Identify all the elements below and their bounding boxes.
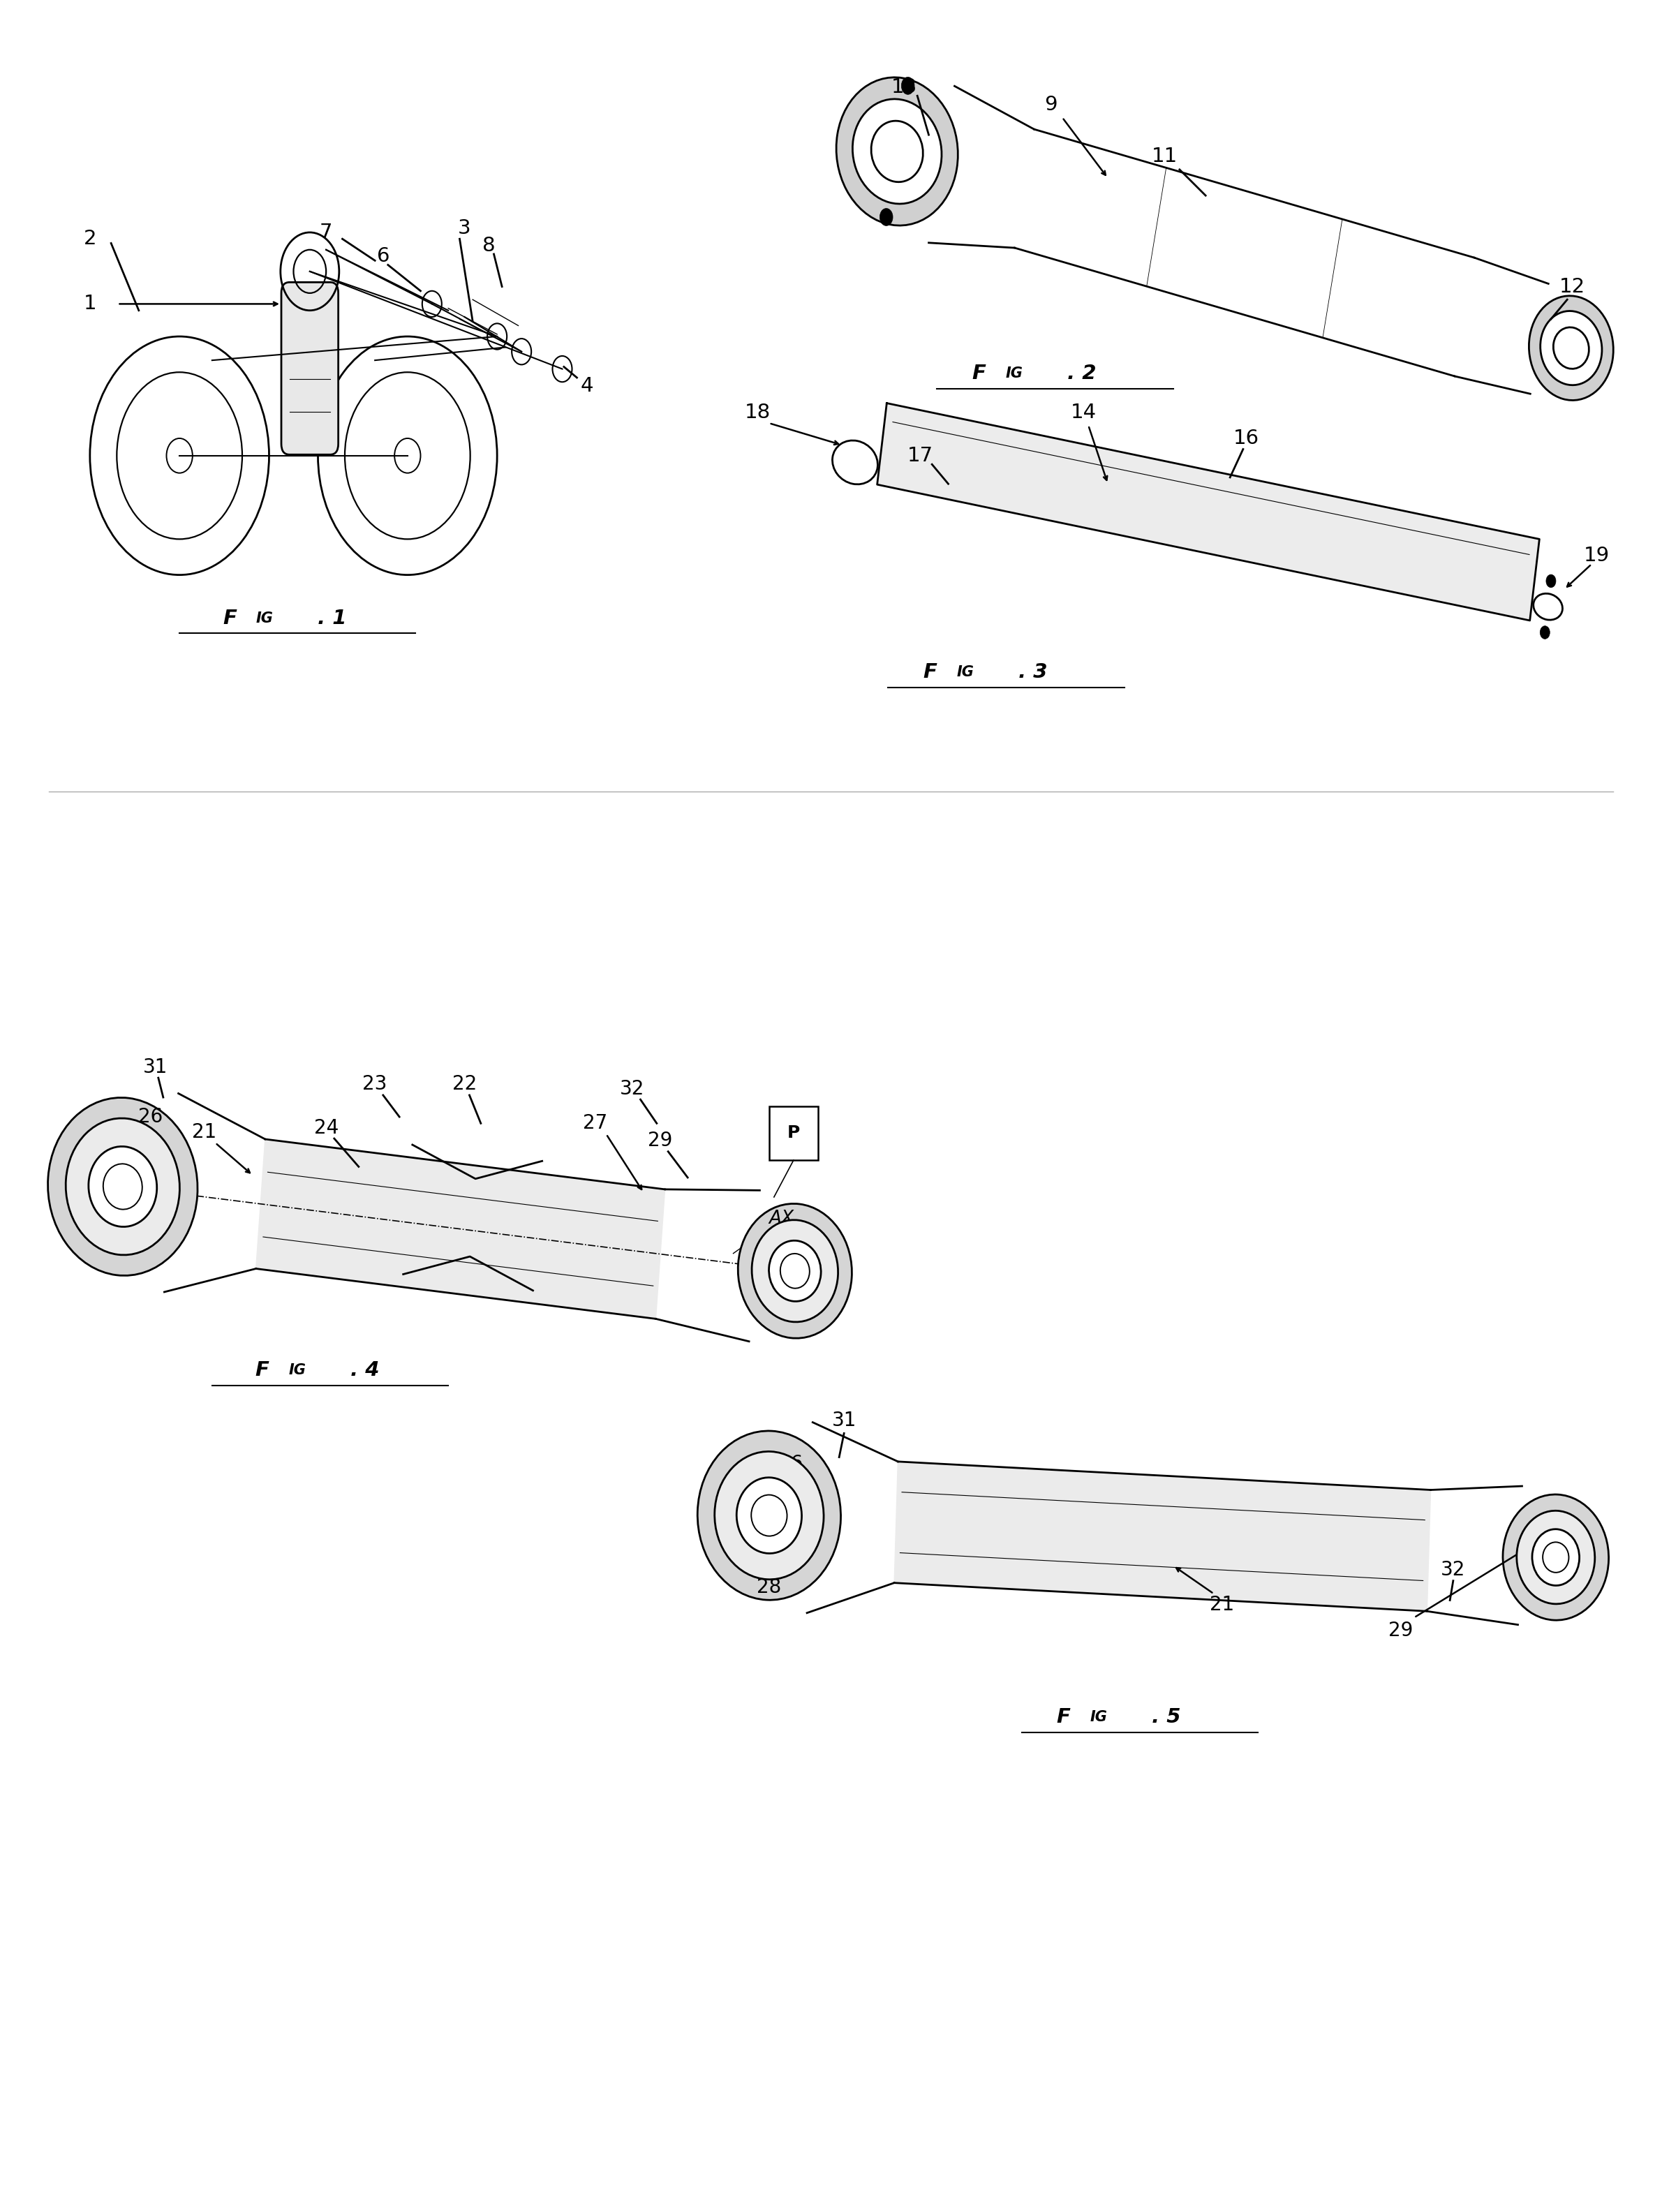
Text: F: F (922, 664, 937, 681)
Text: 7: 7 (319, 223, 332, 241)
Text: 31: 31 (143, 1057, 168, 1077)
Text: 24: 24 (314, 1117, 339, 1137)
Text: 8: 8 (482, 237, 495, 254)
Text: IG: IG (256, 611, 274, 626)
Text: 2: 2 (83, 230, 96, 248)
Ellipse shape (1517, 1511, 1596, 1604)
Polygon shape (878, 403, 1539, 622)
Text: . 4: . 4 (351, 1360, 379, 1380)
Ellipse shape (66, 1119, 179, 1254)
Text: . 1: . 1 (317, 608, 347, 628)
Ellipse shape (836, 77, 957, 226)
Ellipse shape (736, 1478, 801, 1553)
Text: 9: 9 (1044, 95, 1057, 115)
Text: 16: 16 (1233, 429, 1260, 449)
Text: 4: 4 (580, 376, 593, 396)
Text: AX: AX (770, 1210, 794, 1228)
Text: F: F (223, 608, 236, 628)
Text: 28: 28 (121, 1148, 146, 1168)
Text: F: F (256, 1360, 269, 1380)
Text: 27: 27 (582, 1113, 607, 1133)
Text: 21: 21 (191, 1121, 216, 1141)
Text: 32: 32 (620, 1079, 645, 1099)
Text: F: F (1057, 1708, 1070, 1728)
Ellipse shape (715, 1451, 824, 1579)
Ellipse shape (770, 1241, 821, 1301)
Text: 23: 23 (362, 1075, 387, 1095)
Text: 22: 22 (452, 1075, 477, 1095)
Text: 13: 13 (891, 77, 917, 97)
Text: 28: 28 (756, 1577, 781, 1597)
Text: . 3: . 3 (1019, 664, 1047, 681)
Text: 26: 26 (138, 1106, 163, 1126)
Text: 3: 3 (459, 219, 470, 239)
Circle shape (879, 208, 892, 226)
Circle shape (1546, 575, 1556, 588)
Text: IG: IG (1006, 367, 1022, 380)
Text: 1: 1 (83, 294, 96, 314)
FancyBboxPatch shape (281, 283, 339, 456)
Text: 19: 19 (1584, 546, 1609, 564)
Text: F: F (972, 363, 986, 383)
Ellipse shape (853, 100, 942, 204)
Text: 17: 17 (907, 447, 934, 465)
Ellipse shape (1502, 1495, 1609, 1619)
Text: 31: 31 (831, 1411, 856, 1431)
Ellipse shape (1532, 1528, 1579, 1586)
Text: 18: 18 (745, 403, 771, 422)
Text: P: P (788, 1124, 799, 1141)
Ellipse shape (833, 440, 878, 484)
Text: 11: 11 (1152, 146, 1178, 166)
Text: 6: 6 (377, 246, 389, 265)
Text: 14: 14 (1070, 403, 1097, 422)
Ellipse shape (698, 1431, 841, 1599)
Text: . 2: . 2 (1067, 363, 1097, 383)
Ellipse shape (88, 1146, 156, 1228)
Text: 26: 26 (778, 1453, 803, 1473)
Text: . 5: . 5 (1152, 1708, 1180, 1728)
Text: 32: 32 (1441, 1559, 1466, 1579)
Text: 21: 21 (1210, 1595, 1235, 1615)
Circle shape (1541, 626, 1549, 639)
Ellipse shape (48, 1097, 198, 1276)
Ellipse shape (738, 1203, 853, 1338)
Polygon shape (256, 1139, 665, 1318)
Circle shape (901, 77, 914, 95)
Ellipse shape (751, 1221, 838, 1323)
Ellipse shape (1534, 593, 1562, 619)
Text: IG: IG (1090, 1710, 1107, 1725)
Polygon shape (894, 1462, 1431, 1610)
Text: IG: IG (289, 1363, 306, 1378)
Text: IG: IG (956, 666, 974, 679)
Ellipse shape (1541, 312, 1602, 385)
Text: 29: 29 (1389, 1621, 1413, 1641)
Text: 29: 29 (648, 1130, 673, 1150)
Text: 12: 12 (1559, 276, 1586, 296)
Ellipse shape (1529, 296, 1614, 400)
